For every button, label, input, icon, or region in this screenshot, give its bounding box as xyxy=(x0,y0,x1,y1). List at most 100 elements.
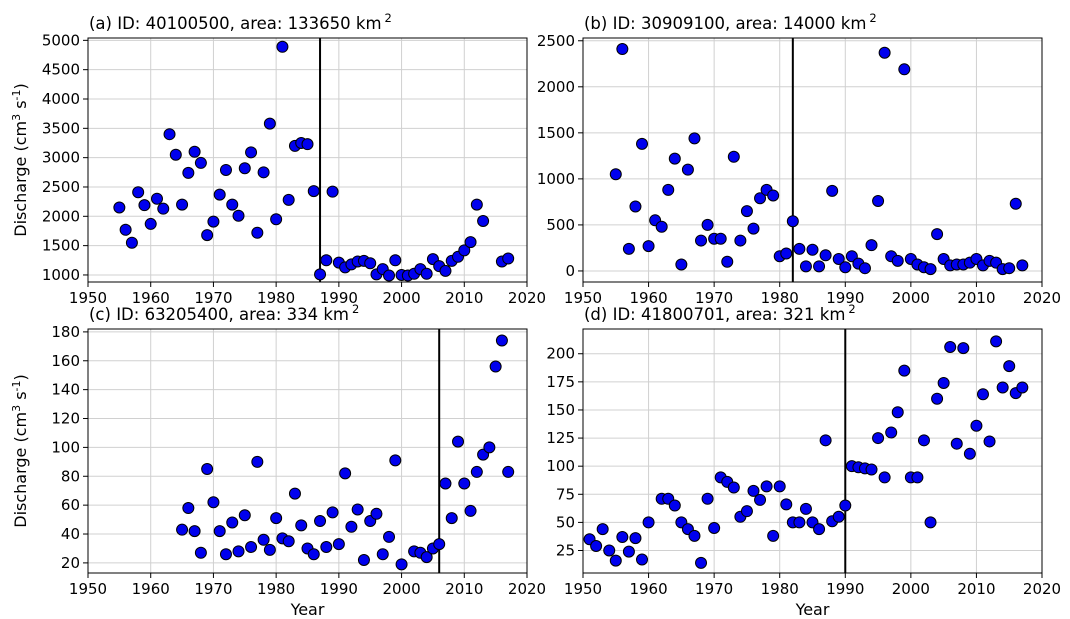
data-point xyxy=(898,63,911,76)
data-point xyxy=(701,218,714,231)
data-point xyxy=(701,492,714,505)
data-point xyxy=(754,493,767,506)
y-tick-label: 1500 xyxy=(537,124,575,142)
x-tick-label: 1970 xyxy=(194,580,232,598)
data-point xyxy=(357,554,370,567)
data-point xyxy=(983,435,996,448)
data-point xyxy=(213,188,226,201)
data-point xyxy=(609,168,622,181)
data-point xyxy=(590,540,603,553)
data-point xyxy=(819,434,832,447)
data-point xyxy=(458,477,471,490)
data-point xyxy=(668,499,681,512)
y-tick-label: 3500 xyxy=(42,119,80,137)
data-point xyxy=(332,538,345,551)
data-point xyxy=(1003,360,1016,373)
data-point xyxy=(740,505,753,518)
y-tick-label: 0 xyxy=(565,262,575,280)
data-point xyxy=(950,437,963,450)
data-point xyxy=(207,215,220,228)
data-point xyxy=(616,531,629,544)
data-point xyxy=(793,516,806,529)
data-point xyxy=(714,232,727,245)
x-tick-label: 2000 xyxy=(892,580,930,598)
y-tick-label: 4500 xyxy=(42,61,80,79)
plot-frame xyxy=(582,37,1043,283)
panel-title: (b) ID: 30909100, area: 14000 km 2 xyxy=(584,11,877,33)
data-point xyxy=(734,234,747,247)
x-tick-label: 2000 xyxy=(382,289,420,307)
x-tick-label: 1970 xyxy=(194,289,232,307)
data-point xyxy=(188,525,201,538)
data-point xyxy=(813,260,826,273)
x-tick-label: 1990 xyxy=(826,580,864,598)
data-point xyxy=(282,193,295,206)
data-point xyxy=(125,236,138,249)
data-point xyxy=(420,551,433,564)
data-point xyxy=(351,503,364,516)
data-point xyxy=(629,200,642,213)
x-tick-label: 1960 xyxy=(132,289,170,307)
y-tick-label: 120 xyxy=(51,410,80,428)
data-point xyxy=(389,454,402,467)
data-point xyxy=(727,150,740,163)
data-point xyxy=(695,556,708,569)
x-tick-label: 1990 xyxy=(826,289,864,307)
data-point xyxy=(917,434,930,447)
data-point xyxy=(144,217,157,230)
x-tick-label: 1950 xyxy=(69,580,107,598)
data-point xyxy=(301,138,314,151)
data-point xyxy=(609,554,622,567)
data-point xyxy=(326,506,339,519)
data-point xyxy=(439,477,452,490)
data-point xyxy=(891,406,904,419)
x-tick-label: 1980 xyxy=(761,289,799,307)
data-point xyxy=(675,258,688,271)
x-tick-label: 2000 xyxy=(892,289,930,307)
data-point xyxy=(157,202,170,215)
panel-title: (d) ID: 41800701, area: 321 km 2 xyxy=(584,302,856,324)
data-point xyxy=(793,242,806,255)
data-point xyxy=(688,529,701,542)
data-point xyxy=(276,40,289,53)
panel-c: 1950 1960 1970 1980 1990 2000 2010 202020406080… xyxy=(10,302,546,619)
data-point xyxy=(464,504,477,517)
data-point xyxy=(219,163,232,176)
y-tick-label: 75 xyxy=(556,485,575,503)
data-point xyxy=(383,269,396,282)
data-point xyxy=(452,435,465,448)
data-point xyxy=(169,148,182,161)
data-point xyxy=(668,152,681,165)
data-point xyxy=(470,465,483,478)
data-point xyxy=(251,226,264,239)
x-tick-label: 1980 xyxy=(761,580,799,598)
x-tick-label: 2010 xyxy=(445,580,483,598)
y-axis-label: Discharge (cm3 s-1) xyxy=(10,374,30,528)
plot-frame xyxy=(87,328,528,574)
y-tick-label: 1500 xyxy=(42,237,80,255)
x-tick-label: 2010 xyxy=(957,580,995,598)
data-point xyxy=(314,268,327,281)
data-point xyxy=(891,254,904,267)
data-point xyxy=(194,546,207,559)
plot-frame xyxy=(582,328,1043,574)
data-point xyxy=(320,541,333,554)
y-tick-label: 4000 xyxy=(42,90,80,108)
data-point xyxy=(931,228,944,241)
data-point xyxy=(502,252,515,265)
y-tick-label: 50 xyxy=(556,513,575,531)
data-point xyxy=(963,447,976,460)
data-point xyxy=(370,507,383,520)
y-tick-label: 150 xyxy=(546,401,575,419)
data-point xyxy=(326,185,339,198)
data-point xyxy=(786,215,799,228)
data-point xyxy=(747,484,760,497)
data-point xyxy=(288,487,301,500)
data-point xyxy=(767,529,780,542)
data-point xyxy=(176,523,189,536)
data-point xyxy=(232,209,245,222)
data-point xyxy=(642,516,655,529)
data-point xyxy=(970,419,983,432)
y-tick-label: 40 xyxy=(61,525,80,543)
